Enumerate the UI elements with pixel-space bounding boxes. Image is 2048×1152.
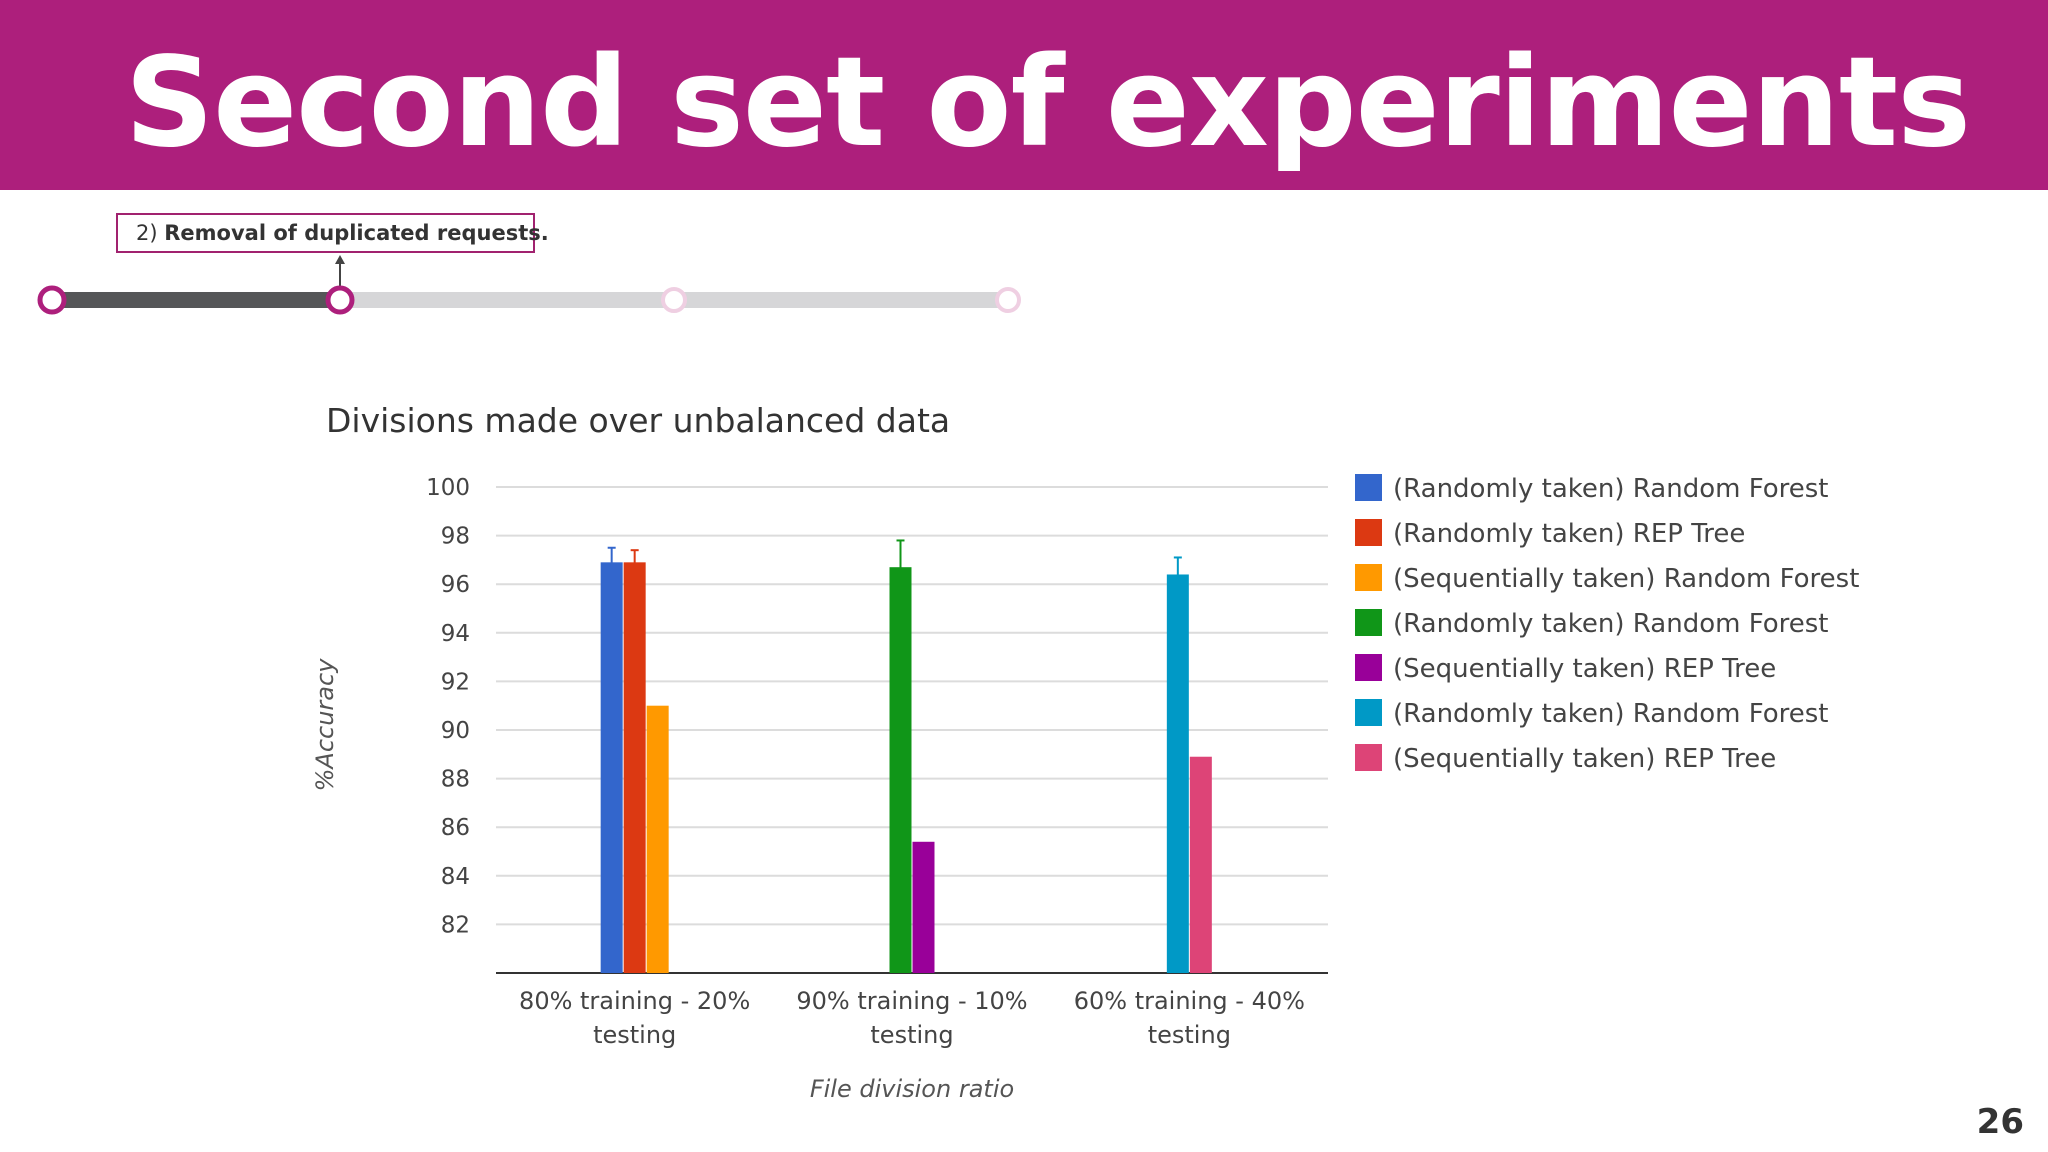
timeline-step-3 xyxy=(661,287,687,313)
y-tick-label: 96 xyxy=(441,572,470,598)
x-tick-label: 60% training - 40% xyxy=(1074,987,1305,1015)
y-tick-label: 92 xyxy=(441,669,470,695)
legend-swatch xyxy=(1355,654,1382,681)
x-axis-label: File division ratio xyxy=(810,1075,1014,1103)
x-tick-label: 90% training - 10% xyxy=(796,987,1027,1015)
timeline-step-1 xyxy=(37,285,67,315)
bar xyxy=(646,705,669,973)
bar xyxy=(912,841,935,973)
x-tick-label: testing xyxy=(593,1021,676,1049)
step-callout: 2) Removal of duplicated requests. xyxy=(116,213,549,253)
step-number: 2) xyxy=(136,221,158,245)
legend-entry: (Sequentially taken) REP Tree xyxy=(1393,654,1776,684)
bar-chart: Divisions made over unbalanced data %Acc… xyxy=(311,401,1859,1103)
legend-entry: (Randomly taken) Random Forest xyxy=(1393,609,1829,639)
y-tick-label: 82 xyxy=(441,912,470,938)
y-tick-label: 100 xyxy=(426,475,470,501)
step-text: Removal of duplicated requests. xyxy=(164,221,549,245)
slide-title: Second set of experiments xyxy=(124,31,1971,175)
chart-title: Divisions made over unbalanced data xyxy=(326,401,950,440)
bar xyxy=(600,562,623,973)
legend-entry: (Randomly taken) Random Forest xyxy=(1393,474,1829,504)
y-tick-label: 86 xyxy=(441,815,470,841)
y-tick-label: 84 xyxy=(441,864,470,890)
legend-swatch xyxy=(1355,744,1382,771)
legend-entry: (Sequentially taken) Random Forest xyxy=(1393,564,1859,594)
progress-timeline xyxy=(37,285,1021,315)
legend-swatch xyxy=(1355,564,1382,591)
legend-swatch xyxy=(1355,519,1382,546)
legend-swatch xyxy=(1355,474,1382,501)
y-tick-label: 98 xyxy=(441,524,470,550)
y-axis-label: %Accuracy xyxy=(311,658,339,792)
bar xyxy=(623,562,646,973)
bar xyxy=(1189,756,1212,973)
timeline-step-2 xyxy=(325,285,355,315)
bars xyxy=(600,539,1212,973)
legend-entry: (Randomly taken) Random Forest xyxy=(1393,699,1829,729)
legend-entry: (Sequentially taken) REP Tree xyxy=(1393,744,1776,774)
header-bar: Second set of experiments xyxy=(0,0,2048,190)
legend-entry: (Randomly taken) REP Tree xyxy=(1393,519,1745,549)
page-number: 26 xyxy=(1976,1102,2024,1142)
legend: (Randomly taken) Random Forest (Randomly … xyxy=(1355,474,1859,774)
y-tick-label: 90 xyxy=(441,718,470,744)
y-tick-label: 88 xyxy=(441,767,470,793)
bar xyxy=(889,567,912,973)
x-tick-label: testing xyxy=(870,1021,953,1049)
legend-swatch xyxy=(1355,699,1382,726)
timeline-step-4 xyxy=(995,287,1021,313)
bar xyxy=(1166,574,1189,973)
grid-lines: 82 84 86 88 90 92 94 96 98 100 80% training - 20% t… xyxy=(426,475,1328,1049)
y-tick-label: 94 xyxy=(441,621,470,647)
legend-swatch xyxy=(1355,609,1382,636)
x-tick-label: 80% training - 20% xyxy=(519,987,750,1015)
x-tick-label: testing xyxy=(1148,1021,1231,1049)
